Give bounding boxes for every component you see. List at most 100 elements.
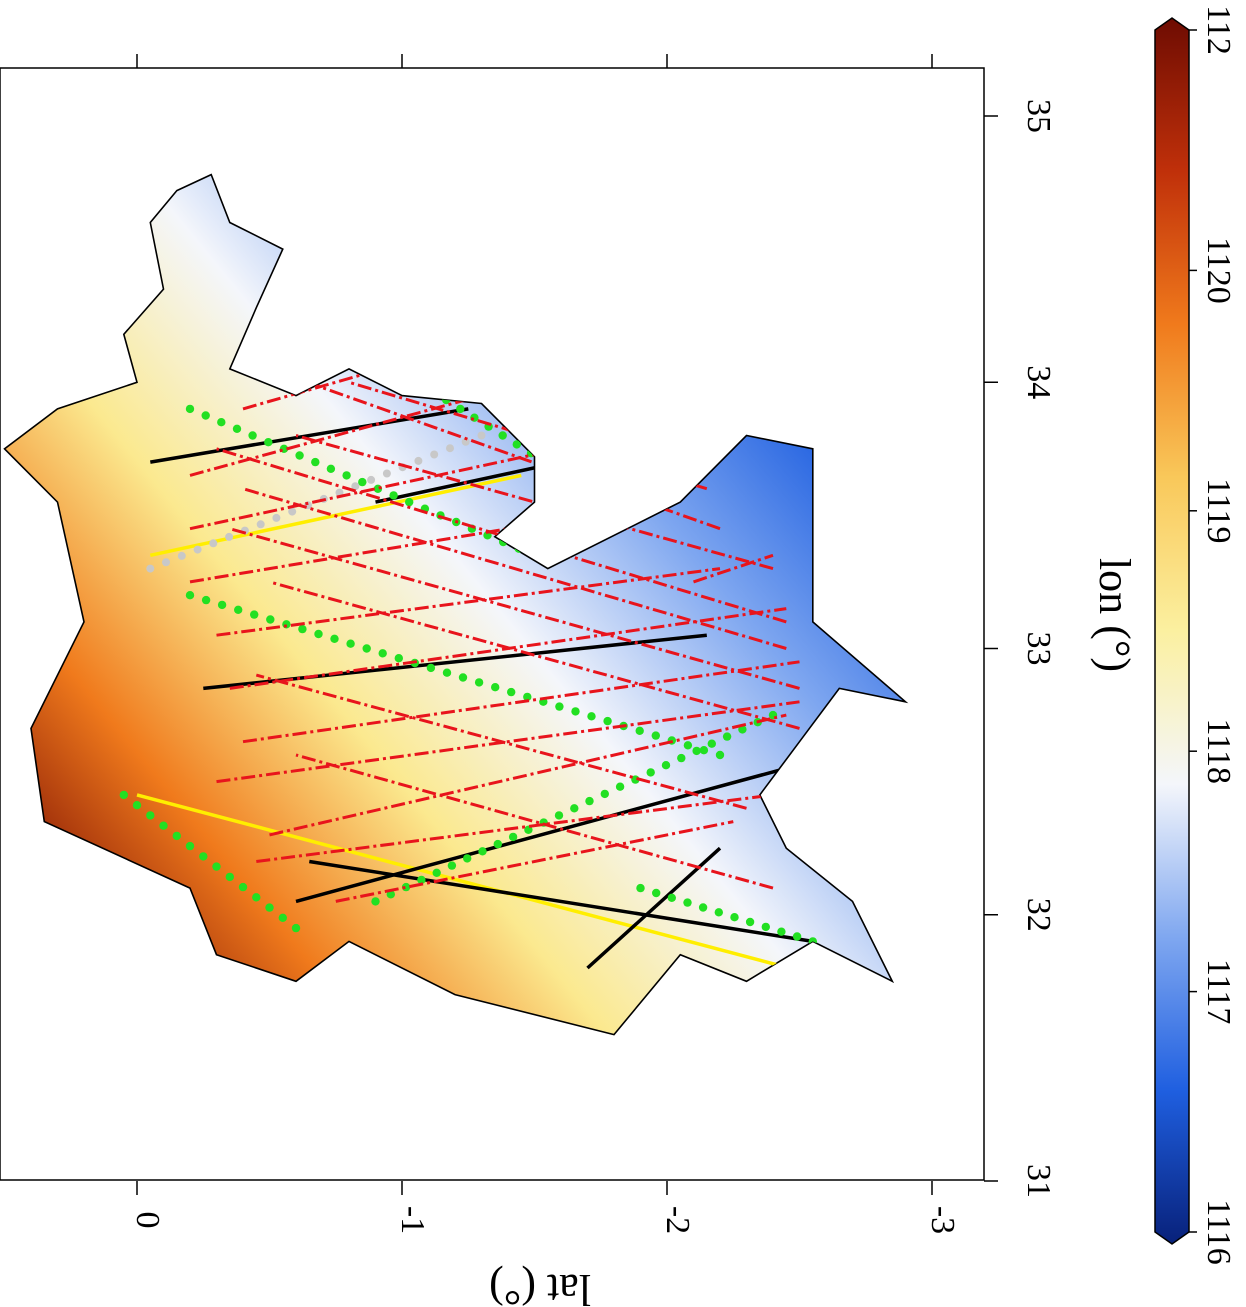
track-line bbox=[216, 700, 800, 784]
track-dot bbox=[298, 624, 307, 634]
track-dot bbox=[362, 644, 371, 653]
track-dot bbox=[394, 654, 403, 663]
track-line bbox=[216, 567, 721, 637]
track-line bbox=[256, 793, 774, 863]
track-dot bbox=[698, 903, 708, 912]
track-dot bbox=[291, 923, 301, 933]
track-dot bbox=[201, 411, 210, 420]
track-dot bbox=[367, 475, 376, 484]
track-dot bbox=[382, 469, 391, 478]
y-tick-label: -2 bbox=[659, 1206, 696, 1234]
track-dot bbox=[761, 922, 770, 932]
track-dot bbox=[458, 673, 468, 682]
track-dot bbox=[555, 702, 564, 711]
track-dot bbox=[212, 862, 221, 871]
track-dot bbox=[667, 893, 676, 902]
track-dot bbox=[278, 913, 287, 922]
track-dot bbox=[603, 716, 612, 726]
track-line bbox=[335, 820, 734, 903]
track-dot bbox=[661, 761, 671, 770]
track-dot bbox=[730, 913, 739, 922]
track-dot bbox=[417, 875, 426, 885]
track-dot bbox=[463, 854, 472, 863]
axes: 31 32 33 34 35 0 -1 -2 -3 bbox=[129, 54, 1057, 1234]
track-line bbox=[269, 713, 787, 837]
track-dot bbox=[185, 841, 195, 851]
track-dot bbox=[446, 444, 454, 453]
track-line bbox=[189, 447, 562, 531]
track-dot bbox=[414, 456, 423, 465]
y-tick-label: -1 bbox=[394, 1206, 431, 1234]
track-dot bbox=[378, 649, 387, 658]
track-dot bbox=[199, 852, 208, 861]
track-dot bbox=[652, 888, 661, 898]
track-dot bbox=[389, 491, 398, 500]
track-dot bbox=[745, 917, 755, 927]
track-dot bbox=[288, 507, 297, 516]
track-dot bbox=[442, 668, 452, 677]
track-dot bbox=[295, 451, 304, 460]
track-dot bbox=[722, 732, 732, 741]
track-line bbox=[269, 580, 800, 730]
track-line bbox=[150, 407, 469, 464]
track-dot bbox=[248, 431, 257, 440]
track-line bbox=[295, 753, 774, 890]
track-dot bbox=[571, 707, 580, 716]
track-dot bbox=[177, 551, 186, 560]
track-dot bbox=[651, 731, 660, 740]
track-dot bbox=[330, 634, 339, 643]
track-dot bbox=[119, 790, 128, 800]
track-dot bbox=[146, 564, 155, 573]
track-dot bbox=[474, 678, 484, 687]
track-dot bbox=[508, 832, 518, 842]
track-dot bbox=[159, 821, 168, 830]
track-dot bbox=[162, 558, 170, 567]
track-dot bbox=[193, 545, 202, 554]
track-dot bbox=[615, 782, 625, 791]
track-dot bbox=[792, 932, 802, 941]
track-line bbox=[242, 487, 787, 650]
track-dot bbox=[256, 520, 265, 529]
track-dot bbox=[677, 753, 686, 763]
track-dot bbox=[683, 898, 692, 907]
y-axis-title: lat (°) bbox=[489, 1265, 591, 1307]
track-dot bbox=[692, 746, 701, 756]
track-dot bbox=[646, 768, 655, 777]
y-tick-label: 0 bbox=[129, 1212, 166, 1229]
track-dot bbox=[209, 539, 218, 548]
track-dot bbox=[132, 801, 142, 810]
track-dot bbox=[707, 739, 716, 748]
track-dot bbox=[217, 418, 226, 427]
track-dot bbox=[523, 692, 532, 702]
track-line bbox=[255, 673, 747, 810]
track-dot bbox=[512, 440, 521, 449]
track-line bbox=[136, 793, 840, 983]
x-tick-label: 32 bbox=[1020, 898, 1057, 932]
x-axis-title: lon (°) bbox=[1090, 558, 1139, 672]
track-dot bbox=[264, 438, 273, 447]
track-dot bbox=[635, 726, 644, 735]
x-tick-label: 33 bbox=[1020, 632, 1057, 666]
track-dot bbox=[600, 789, 609, 799]
track-dot bbox=[461, 437, 470, 446]
track-dot bbox=[172, 831, 181, 841]
track-dot bbox=[699, 746, 709, 755]
colorbar-tick-label: 1118 bbox=[1200, 718, 1237, 783]
track-dot bbox=[252, 893, 261, 902]
colorbar-tick-label: 1116 bbox=[1200, 1199, 1237, 1264]
track-dot bbox=[346, 639, 355, 648]
track-dot bbox=[314, 629, 323, 639]
track-dot bbox=[265, 903, 274, 912]
x-tick-label: 34 bbox=[1020, 365, 1057, 399]
colorbar-tick-label: 1117 bbox=[1200, 959, 1237, 1024]
track-dot bbox=[185, 591, 195, 600]
track-dot bbox=[185, 404, 195, 414]
track-dot bbox=[358, 477, 367, 487]
track-dot bbox=[234, 605, 243, 614]
track-dot bbox=[777, 927, 786, 936]
track-dot bbox=[225, 532, 234, 541]
track-line bbox=[189, 394, 482, 477]
x-tick-label: 35 bbox=[1020, 99, 1057, 133]
track-line bbox=[242, 660, 800, 744]
